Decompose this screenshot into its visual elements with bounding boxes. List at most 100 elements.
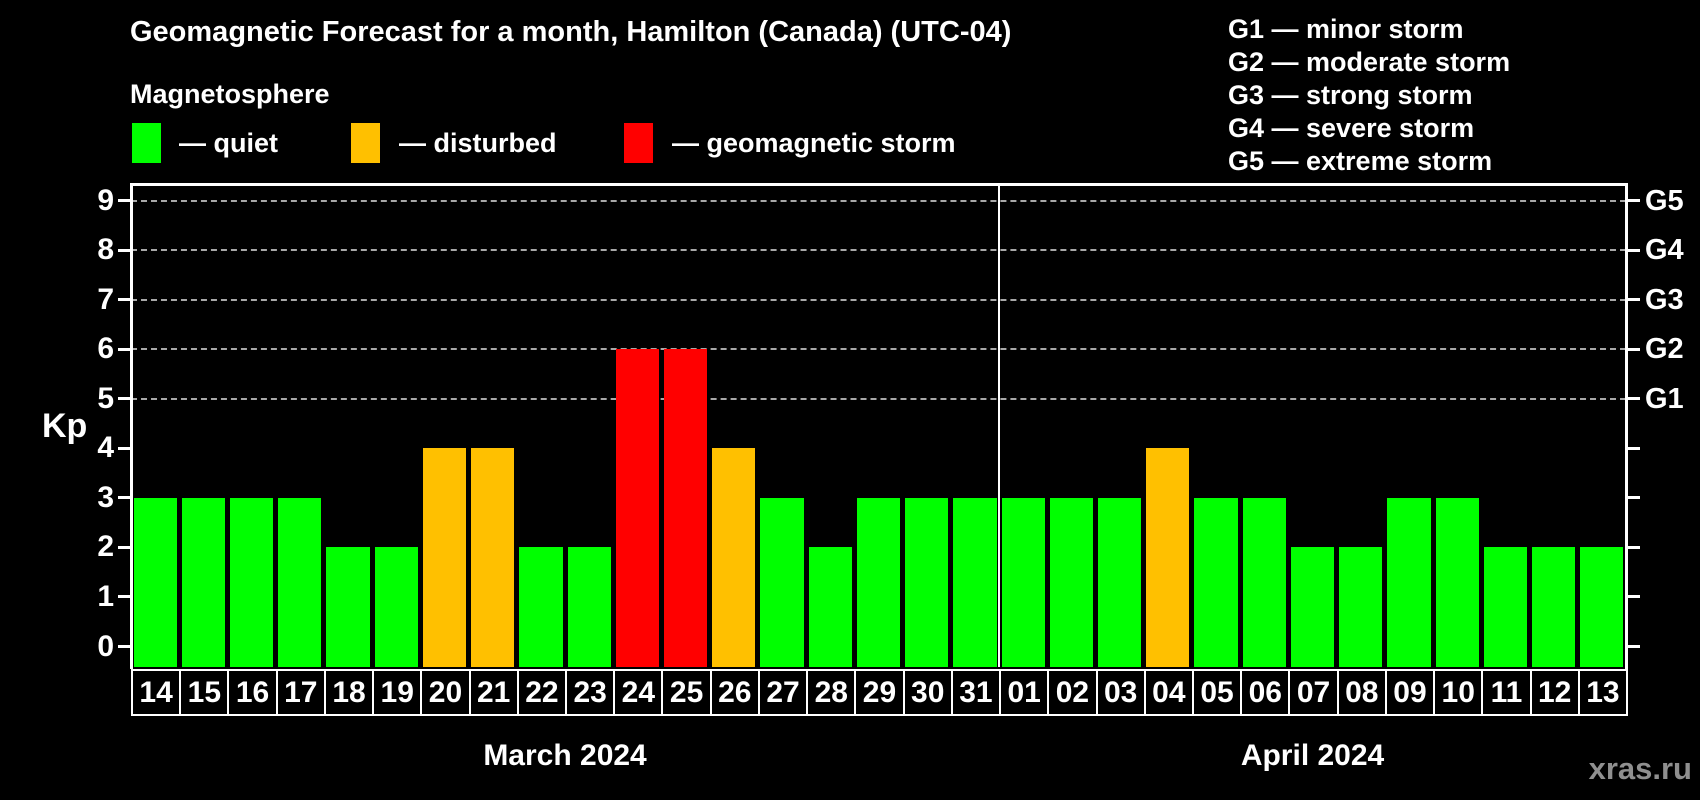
legend-label-storm: — geomagnetic storm bbox=[672, 128, 956, 158]
y-axis-tick-label: 2 bbox=[97, 530, 114, 564]
date-cell: 15 bbox=[179, 669, 230, 716]
date-cell: 10 bbox=[1433, 669, 1484, 716]
kp-bar bbox=[374, 547, 418, 667]
kp-bar bbox=[953, 497, 997, 667]
kp-bar bbox=[471, 448, 515, 667]
date-cell: 03 bbox=[1095, 669, 1146, 716]
right-axis-tick bbox=[1627, 545, 1640, 549]
date-cell: 01 bbox=[999, 669, 1050, 716]
date-cell: 13 bbox=[1577, 669, 1628, 716]
y-axis-tick-label: 0 bbox=[97, 629, 114, 663]
kp-bar bbox=[1435, 497, 1479, 667]
kp-bar bbox=[1483, 547, 1528, 667]
left-axis-tick bbox=[118, 645, 131, 648]
right-axis-tick bbox=[1627, 248, 1640, 252]
legend-heading: Magnetosphere bbox=[130, 79, 330, 109]
right-axis-tick bbox=[1627, 595, 1640, 599]
kp-bar bbox=[1532, 547, 1576, 667]
kp-bar bbox=[1098, 497, 1142, 667]
grid-line bbox=[131, 397, 1626, 400]
grid-line bbox=[131, 199, 1626, 202]
date-cell: 04 bbox=[1143, 669, 1194, 716]
date-cell: 28 bbox=[806, 669, 857, 716]
date-cell: 26 bbox=[709, 669, 760, 716]
legend-label-quiet: — quiet bbox=[179, 128, 278, 158]
storm-scale-legend: G1 — minor storm G2 — moderate storm G3 … bbox=[1228, 13, 1510, 178]
date-cell: 02 bbox=[1047, 669, 1098, 716]
y-axis-tick-label: 1 bbox=[97, 579, 114, 613]
date-cell: 20 bbox=[420, 669, 471, 716]
chart-title: Geomagnetic Forecast for a month, Hamilt… bbox=[130, 16, 1012, 48]
left-axis-spine bbox=[130, 183, 133, 669]
storm-scale-g1: G1 — minor storm bbox=[1228, 14, 1464, 44]
date-cell: 07 bbox=[1288, 669, 1339, 716]
kp-bar bbox=[1387, 497, 1431, 667]
right-axis-tick bbox=[1627, 496, 1640, 500]
left-axis-tick bbox=[118, 248, 131, 252]
month-label: March 2024 bbox=[483, 739, 647, 772]
right-axis-label: G5 bbox=[1645, 184, 1684, 217]
date-cell: 09 bbox=[1384, 669, 1436, 716]
kp-bar bbox=[1290, 547, 1335, 667]
storm-scale-g5: G5 — extreme storm bbox=[1228, 146, 1493, 176]
right-axis-label: G3 bbox=[1645, 283, 1684, 316]
y-axis-title: Kp bbox=[42, 407, 88, 445]
left-axis-tick bbox=[118, 298, 131, 302]
kp-bar bbox=[760, 497, 804, 667]
right-axis-label: G4 bbox=[1645, 234, 1684, 267]
kp-bar bbox=[1001, 497, 1045, 667]
kp-bar bbox=[808, 547, 852, 667]
right-axis-label: G1 bbox=[1645, 382, 1684, 415]
top-axis-spine bbox=[130, 183, 1628, 186]
date-cell: 17 bbox=[275, 669, 326, 716]
kp-bar bbox=[326, 547, 370, 667]
date-cell: 16 bbox=[227, 669, 278, 716]
date-cell: 29 bbox=[854, 669, 905, 716]
date-cell: 05 bbox=[1191, 669, 1243, 716]
quiet-swatch-icon bbox=[132, 123, 161, 163]
storm-scale-g2: G2 — moderate storm bbox=[1228, 47, 1511, 77]
right-axis-label: G2 bbox=[1645, 333, 1684, 366]
disturbed-swatch-icon bbox=[351, 123, 380, 163]
date-cell: 18 bbox=[323, 669, 375, 716]
left-axis-tick bbox=[118, 397, 131, 401]
kp-bar bbox=[905, 497, 949, 667]
kp-bar bbox=[1194, 497, 1238, 667]
xras-watermark: xras.ru bbox=[1588, 751, 1692, 786]
date-cell: 23 bbox=[565, 669, 616, 716]
right-axis-tick bbox=[1627, 645, 1640, 648]
date-cell: 12 bbox=[1529, 669, 1580, 716]
right-axis-tick bbox=[1627, 199, 1640, 203]
grid-line bbox=[131, 298, 1626, 301]
y-axis-tick-label: 3 bbox=[97, 480, 114, 514]
kp-bar bbox=[229, 497, 274, 667]
kp-bar bbox=[1242, 497, 1286, 667]
date-cell: 19 bbox=[372, 669, 423, 716]
y-axis-tick-label: 4 bbox=[97, 431, 114, 465]
y-axis-tick-label: 5 bbox=[97, 381, 114, 415]
kp-bar bbox=[133, 497, 177, 667]
right-axis-tick bbox=[1627, 347, 1640, 351]
date-cell: 21 bbox=[468, 669, 519, 716]
left-axis-tick bbox=[118, 347, 131, 351]
kp-bar bbox=[856, 497, 901, 667]
kp-bar bbox=[519, 547, 563, 667]
kp-bar bbox=[1580, 547, 1624, 667]
month-separator-line bbox=[998, 183, 1001, 667]
y-axis-tick-label: 7 bbox=[97, 282, 114, 316]
right-axis-tick bbox=[1627, 446, 1640, 450]
date-cell: 27 bbox=[757, 669, 809, 716]
date-cell: 24 bbox=[613, 669, 664, 716]
date-cell: 30 bbox=[902, 669, 953, 716]
date-cell: 08 bbox=[1336, 669, 1387, 716]
grid-line bbox=[131, 249, 1626, 252]
date-cell: 31 bbox=[950, 669, 1002, 716]
date-cell: 22 bbox=[516, 669, 568, 716]
kp-bar bbox=[615, 349, 659, 667]
kp-bar bbox=[1146, 448, 1190, 667]
legend-label-disturbed: — disturbed bbox=[399, 128, 557, 158]
storm-scale-g4: G4 — severe storm bbox=[1228, 113, 1475, 143]
grid-line bbox=[131, 348, 1626, 351]
left-axis-tick bbox=[118, 199, 131, 203]
